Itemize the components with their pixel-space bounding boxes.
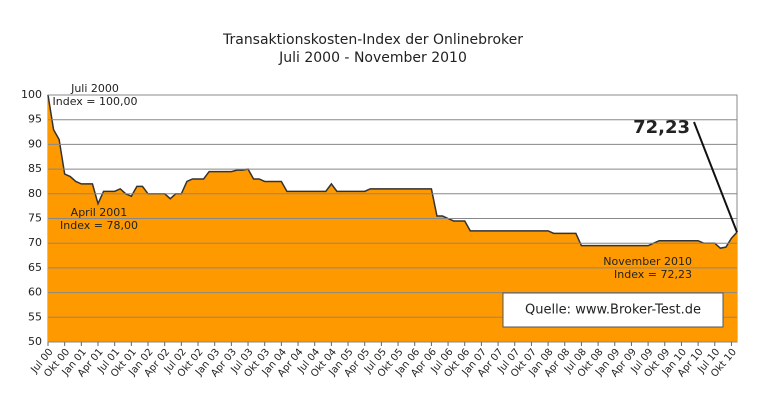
y-tick-label: 95 (28, 113, 42, 126)
annotation: 72,23 (633, 117, 690, 138)
y-tick-label: 90 (28, 137, 42, 150)
annotation: November 2010 (603, 255, 692, 268)
y-tick-label: 80 (28, 187, 42, 200)
y-tick-label: 50 (28, 335, 42, 348)
annotation: Index = 78,00 (60, 219, 138, 232)
annotation: Index = 72,23 (614, 268, 692, 281)
y-tick-label: 100 (21, 88, 42, 101)
chart-title: Transaktionskosten-Index der Onlinebroke… (222, 32, 523, 48)
y-tick-label: 75 (28, 212, 42, 225)
y-tick-label: 65 (28, 261, 42, 274)
chart-subtitle: Juli 2000 - November 2010 (278, 50, 467, 66)
y-tick-label: 55 (28, 310, 42, 323)
y-tick-label: 85 (28, 162, 42, 175)
annotation-arrow (693, 121, 738, 233)
y-tick-label: 60 (28, 286, 42, 299)
y-tick-label: 70 (28, 236, 42, 249)
annotation: Juli 2000 (70, 82, 119, 95)
annotation: Index = 100,00 (53, 95, 138, 108)
source-box (502, 292, 724, 328)
annotation: April 2001 (71, 206, 128, 219)
source: Quelle: www.Broker-Test.de (525, 303, 701, 318)
